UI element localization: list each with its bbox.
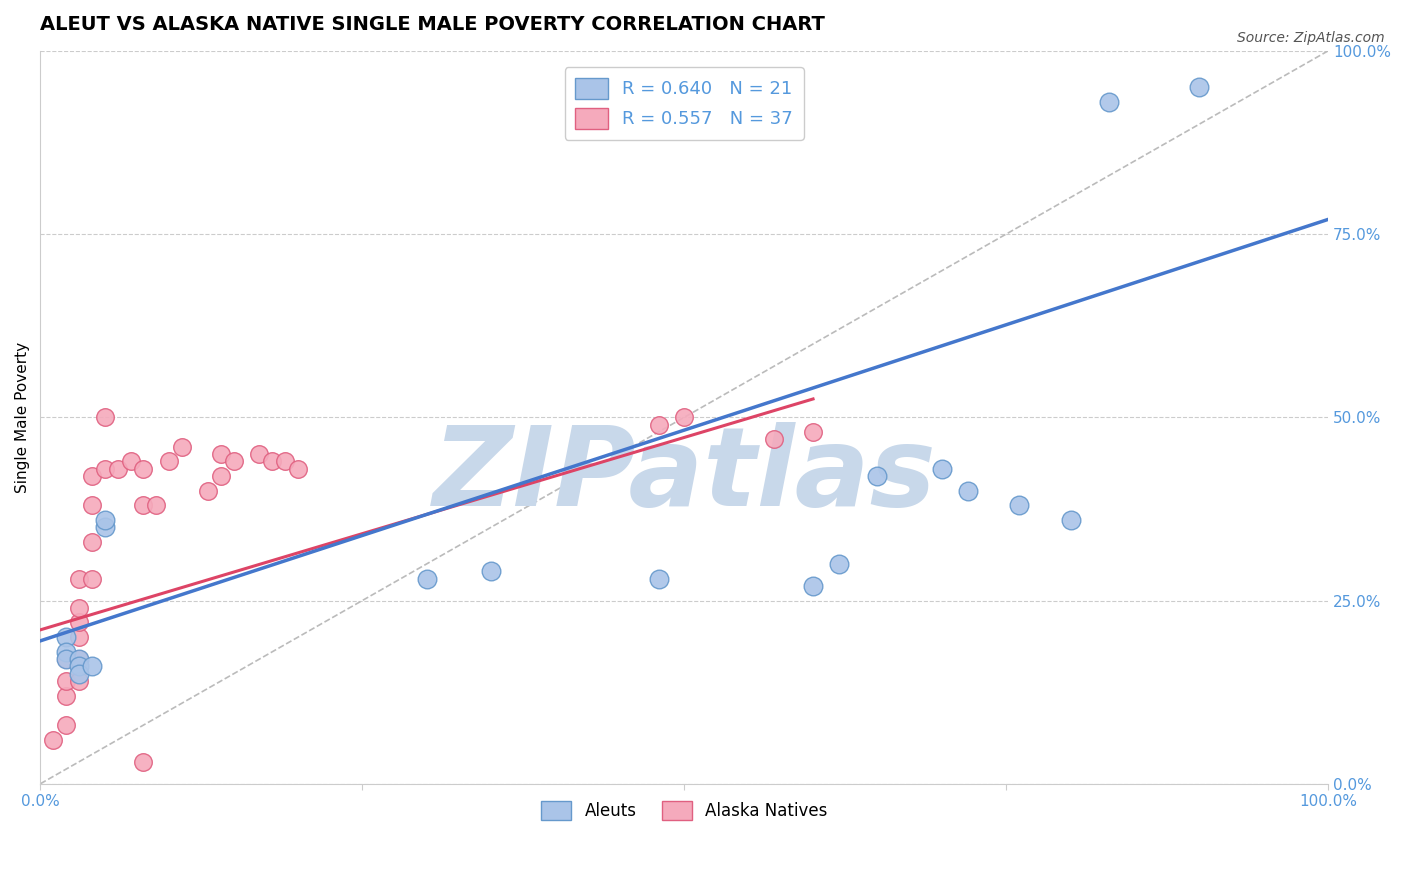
Point [55, 718, 77, 732]
Point [647, 417, 669, 432]
Point [763, 432, 786, 446]
Point [94, 520, 117, 534]
Point [80, 534, 103, 549]
Point [1059, 513, 1081, 527]
Point [132, 755, 155, 769]
Point [416, 572, 439, 586]
Point [55, 674, 77, 689]
Point [94, 513, 117, 527]
Point [170, 440, 193, 454]
Point [80, 469, 103, 483]
Point [55, 630, 77, 644]
Point [55, 652, 77, 666]
Point [866, 469, 889, 483]
Point [67, 666, 90, 681]
Point [132, 498, 155, 512]
Point [274, 454, 297, 468]
Point [55, 645, 77, 659]
Point [931, 461, 953, 475]
Point [222, 454, 245, 468]
Point [94, 410, 117, 425]
Point [209, 447, 232, 461]
Point [94, 461, 117, 475]
Point [673, 410, 696, 425]
Point [67, 630, 90, 644]
Point [67, 652, 90, 666]
Point [132, 461, 155, 475]
Point [67, 600, 90, 615]
Point [67, 652, 90, 666]
Point [145, 498, 167, 512]
Point [197, 483, 219, 498]
Point [42, 732, 65, 747]
Point [1008, 498, 1031, 512]
Point [262, 454, 284, 468]
Legend: Aleuts, Alaska Natives: Aleuts, Alaska Natives [534, 794, 834, 827]
Point [801, 579, 824, 593]
Point [80, 659, 103, 673]
Point [801, 425, 824, 439]
Point [107, 461, 129, 475]
Point [80, 572, 103, 586]
Point [80, 498, 103, 512]
Text: ALEUT VS ALASKA NATIVE SINGLE MALE POVERTY CORRELATION CHART: ALEUT VS ALASKA NATIVE SINGLE MALE POVER… [41, 15, 825, 34]
Point [67, 674, 90, 689]
Text: ZIPatlas: ZIPatlas [433, 423, 936, 530]
Point [1098, 95, 1121, 110]
Point [828, 557, 851, 571]
Point [67, 659, 90, 673]
Point [157, 454, 180, 468]
Text: Source: ZipAtlas.com: Source: ZipAtlas.com [1237, 31, 1385, 45]
Point [67, 615, 90, 630]
Point [956, 483, 979, 498]
Point [55, 689, 77, 703]
Point [120, 454, 142, 468]
Point [67, 572, 90, 586]
Point [647, 572, 669, 586]
Point [287, 461, 309, 475]
Y-axis label: Single Male Poverty: Single Male Poverty [15, 342, 30, 493]
Point [1188, 80, 1211, 95]
Point [209, 469, 232, 483]
Point [479, 564, 502, 578]
Point [55, 652, 77, 666]
Point [247, 447, 270, 461]
